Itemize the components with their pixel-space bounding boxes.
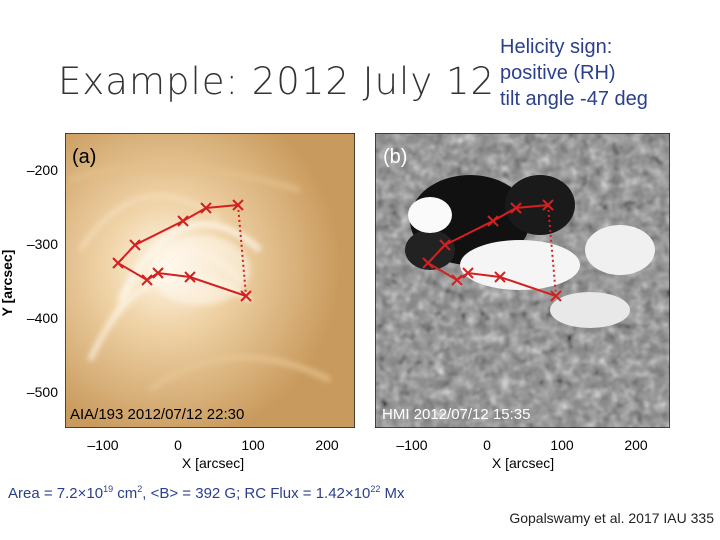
slide-title: Example: 2012 July 12	[58, 60, 496, 103]
area-flux-line: Area = 7.2×1019 cm2, <B> = 392 G; RC Flu…	[8, 484, 405, 502]
area-value: 7.2×10	[56, 485, 104, 502]
panel-b-tag: (b)	[383, 146, 407, 168]
x-axis-label-right: X [arcsec]	[492, 455, 554, 471]
x-tick-right-1: –100	[396, 437, 427, 453]
area-exponent: 19	[103, 484, 114, 494]
y-tick-1: –200	[27, 162, 58, 178]
y-axis-label: Y [arcsec]	[0, 250, 15, 317]
x-tick-left-1: –100	[87, 437, 118, 453]
panel-a-caption: AIA/193 2012/07/12 22:30	[70, 406, 244, 423]
area-label: Area =	[8, 485, 57, 502]
x-tick-left-2: 0	[174, 437, 182, 453]
b-flux-text: , <B> = 392 G; RC Flux = 1.42×10	[142, 485, 371, 502]
hmi-image-panel	[375, 133, 670, 428]
x-tick-left-4: 200	[315, 437, 339, 453]
x-axis-label-left: X [arcsec]	[182, 455, 244, 471]
flux-exponent: 22	[370, 484, 381, 494]
x-tick-left-3: 100	[241, 437, 265, 453]
panel-b-caption: HMI 2012/07/12 15:35	[382, 406, 530, 423]
helicity-info: Helicity sign: positive (RH) tilt angle …	[500, 34, 648, 112]
aia-image-panel	[65, 133, 355, 428]
panel-a-tag: (a)	[72, 146, 96, 168]
marker-crosses-right	[422, 199, 562, 302]
marker-crosses-left	[112, 199, 252, 302]
helicity-line-1: Helicity sign:	[500, 36, 613, 58]
helicity-line-2: positive (RH)	[500, 62, 616, 84]
y-tick-3: –400	[27, 310, 58, 326]
flux-units: Mx	[380, 485, 405, 502]
x-tick-right-4: 200	[624, 437, 648, 453]
x-axis-ticks-right: –100 0 100 200	[396, 437, 647, 453]
helicity-line-3: tilt angle -47 deg	[500, 88, 648, 110]
credit-line: Gopalswamy et al. 2017 IAU 335	[509, 510, 714, 526]
y-tick-4: –500	[27, 384, 58, 400]
x-tick-right-2: 0	[483, 437, 491, 453]
x-axis-ticks-left: –100 0 100 200	[87, 437, 338, 453]
y-axis-ticks: –200 –300 –400 –500	[27, 162, 58, 400]
area-units-exponent: 2	[137, 484, 143, 494]
area-units: cm	[113, 485, 138, 502]
x-tick-right-3: 100	[550, 437, 574, 453]
y-tick-2: –300	[27, 236, 58, 252]
